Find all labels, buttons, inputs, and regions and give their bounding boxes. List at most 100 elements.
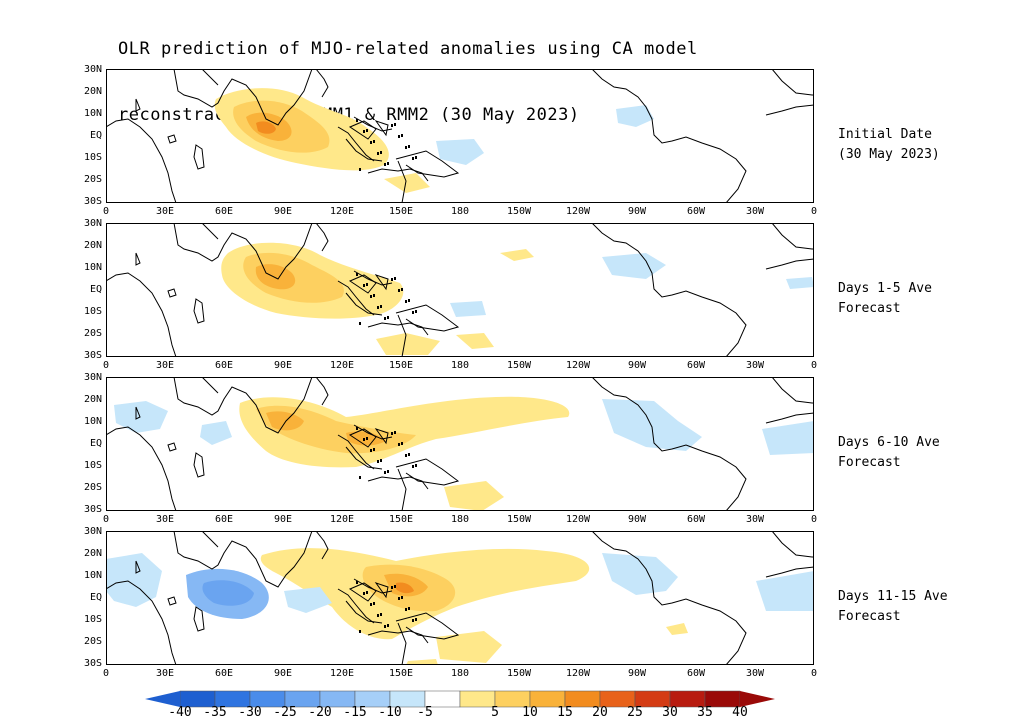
island-dot [359, 322, 361, 325]
anomaly-contour [200, 421, 232, 445]
anomaly-contour [114, 401, 168, 433]
island-dot [391, 124, 393, 127]
island-dot [377, 152, 379, 155]
lat-tick-label: 30S [83, 196, 102, 207]
colorbar-tick-label: 25 [627, 705, 643, 720]
anomaly-contour [255, 264, 296, 290]
island-dot [377, 614, 379, 617]
island-dot [394, 277, 396, 280]
anomaly-contour [762, 421, 814, 455]
coastline [395, 304, 460, 332]
lon-tick-label: 60E [214, 360, 234, 371]
island-dot [408, 299, 410, 302]
lon-tick-label: 150E [388, 206, 414, 217]
lon-tick-label: 90W [627, 668, 647, 679]
anomaly-contour [786, 277, 814, 289]
island-dot [387, 316, 389, 319]
anomaly-contour [666, 623, 688, 635]
island-dot [405, 300, 407, 303]
island-dot [370, 141, 372, 144]
coastline [397, 314, 407, 357]
lat-tick-label: 30N [83, 372, 102, 383]
island-outline [374, 120, 389, 137]
island-dot [373, 448, 375, 451]
island-dot [373, 140, 375, 143]
island-dot [415, 464, 417, 467]
island-dot [366, 129, 368, 132]
lon-tick-label: 120E [329, 360, 355, 371]
anomaly-contour [436, 631, 502, 663]
island-dot [366, 437, 368, 440]
panel-caption-line1: Days 6-10 Ave [838, 435, 940, 450]
island-dot [384, 625, 386, 628]
island-dot [398, 597, 400, 600]
island-dot [363, 438, 365, 441]
colorbar-graphic [145, 690, 775, 708]
island-dot [391, 432, 393, 435]
coastline [395, 150, 460, 178]
lon-tick-label: 120W [565, 206, 591, 217]
island-dot [384, 317, 386, 320]
coastline [201, 69, 219, 86]
island-outline [193, 144, 205, 170]
colorbar [145, 689, 775, 709]
anomaly-contour [239, 396, 570, 468]
coastline [765, 566, 814, 578]
island-dot [412, 619, 414, 622]
island-dot [412, 311, 414, 314]
island-dot [401, 596, 403, 599]
lon-tick-label: 120W [565, 360, 591, 371]
panel-caption-line2: Forecast [838, 455, 901, 470]
island-dot [380, 459, 382, 462]
lon-tick-label: 0 [810, 206, 818, 217]
lat-tick-label: 30N [83, 526, 102, 537]
coastline [591, 531, 747, 665]
island-dot [391, 586, 393, 589]
coastline [771, 223, 814, 250]
coastline [173, 69, 313, 126]
anomaly-map [106, 377, 814, 511]
coastline [397, 160, 407, 203]
lat-tick-label: 30N [83, 64, 102, 75]
island-dot [359, 476, 361, 479]
lon-tick-label: 150E [388, 668, 414, 679]
island-outline [167, 288, 177, 298]
lon-tick-label: 60E [214, 514, 234, 525]
lon-tick-label: 180 [450, 206, 470, 217]
island-outline [348, 120, 377, 140]
island-dot [380, 613, 382, 616]
anomaly-contour [602, 399, 702, 451]
colorbar-tick-label: 20 [592, 705, 608, 720]
coastline [397, 622, 407, 665]
coastline [106, 426, 177, 511]
lat-tick-label: 10N [83, 570, 102, 581]
lon-tick-label: 150W [506, 206, 532, 217]
lat-tick-label: 30N [83, 218, 102, 229]
colorbar-tick-label: -30 [238, 705, 262, 720]
map-panel [106, 69, 814, 203]
island-dot [401, 288, 403, 291]
map-title-line1: OLR prediction of MJO-related anomalies … [118, 39, 698, 59]
island-dot [363, 592, 365, 595]
island-outline [193, 452, 205, 478]
colorbar-tick-label: 5 [491, 705, 499, 720]
anomaly-map [106, 531, 814, 665]
island-outline [135, 98, 141, 112]
coastline [201, 377, 219, 394]
lon-tick-label: 30E [155, 668, 175, 679]
lon-tick-label: 150W [506, 668, 532, 679]
island-dot [405, 608, 407, 611]
coastline [765, 258, 814, 270]
island-dot [356, 581, 358, 584]
island-dot [356, 119, 358, 122]
lat-tick-label: 20N [83, 394, 102, 405]
coastline [591, 223, 747, 357]
anomaly-map [106, 69, 814, 203]
island-dot [387, 162, 389, 165]
lat-tick-label: 10S [83, 614, 102, 625]
lon-tick-label: 60E [214, 668, 234, 679]
lon-tick-label: 30E [155, 360, 175, 371]
lon-tick-label: 0 [102, 206, 110, 217]
lon-tick-label: 150E [388, 360, 414, 371]
island-dot [415, 310, 417, 313]
